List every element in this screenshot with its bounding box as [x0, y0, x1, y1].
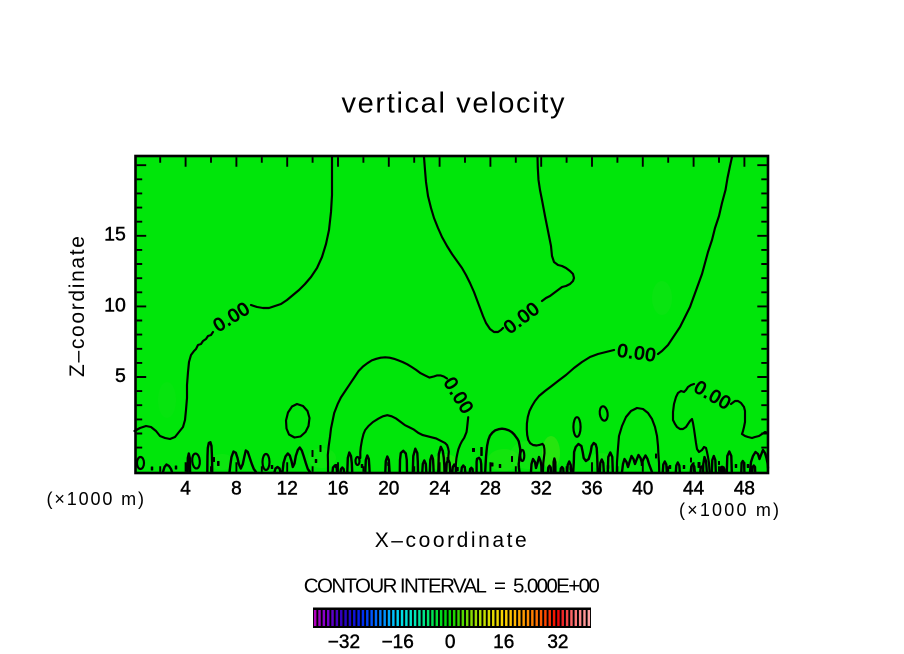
svg-text:5: 5 — [115, 365, 126, 387]
svg-text:8: 8 — [231, 479, 242, 500]
svg-text:CONTOUR INTERVAL = 5.000E+00: CONTOUR INTERVAL = 5.000E+00 — [304, 574, 600, 597]
svg-text:32: 32 — [547, 632, 568, 653]
svg-text:Z–coordinate: Z–coordinate — [66, 236, 89, 377]
svg-text:4: 4 — [180, 479, 191, 500]
svg-text:48: 48 — [734, 479, 755, 500]
svg-text:−32: −32 — [328, 632, 360, 653]
svg-text:(×1000 m): (×1000 m) — [47, 489, 145, 509]
svg-text:15: 15 — [104, 224, 126, 246]
svg-text:20: 20 — [378, 479, 399, 500]
svg-text:24: 24 — [429, 479, 451, 500]
svg-text:28: 28 — [480, 479, 501, 500]
svg-text:0: 0 — [445, 632, 456, 653]
svg-text:16: 16 — [327, 479, 348, 500]
svg-text:32: 32 — [531, 479, 552, 500]
svg-text:10: 10 — [104, 294, 126, 316]
svg-text:−16: −16 — [382, 632, 414, 653]
svg-text:40: 40 — [632, 479, 653, 500]
svg-text:0.00: 0.00 — [616, 339, 658, 365]
svg-text:12: 12 — [277, 479, 298, 500]
svg-text:36: 36 — [581, 479, 602, 500]
svg-text:16: 16 — [493, 632, 514, 653]
svg-text:(×1000 m): (×1000 m) — [679, 500, 779, 520]
svg-text:X–coordinate: X–coordinate — [375, 529, 527, 552]
svg-text:44: 44 — [683, 479, 705, 500]
svg-text:vertical velocity: vertical velocity — [342, 88, 566, 120]
